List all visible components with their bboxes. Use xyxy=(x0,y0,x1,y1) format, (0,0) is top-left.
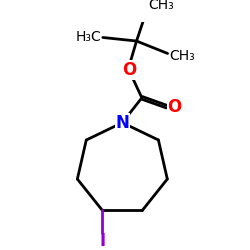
Text: O: O xyxy=(122,61,136,79)
Text: H₃C: H₃C xyxy=(76,30,102,44)
Text: CH₃: CH₃ xyxy=(148,0,174,12)
Text: O: O xyxy=(168,98,182,116)
Text: CH₃: CH₃ xyxy=(169,49,195,63)
Text: I: I xyxy=(99,232,105,250)
Text: N: N xyxy=(116,114,129,132)
